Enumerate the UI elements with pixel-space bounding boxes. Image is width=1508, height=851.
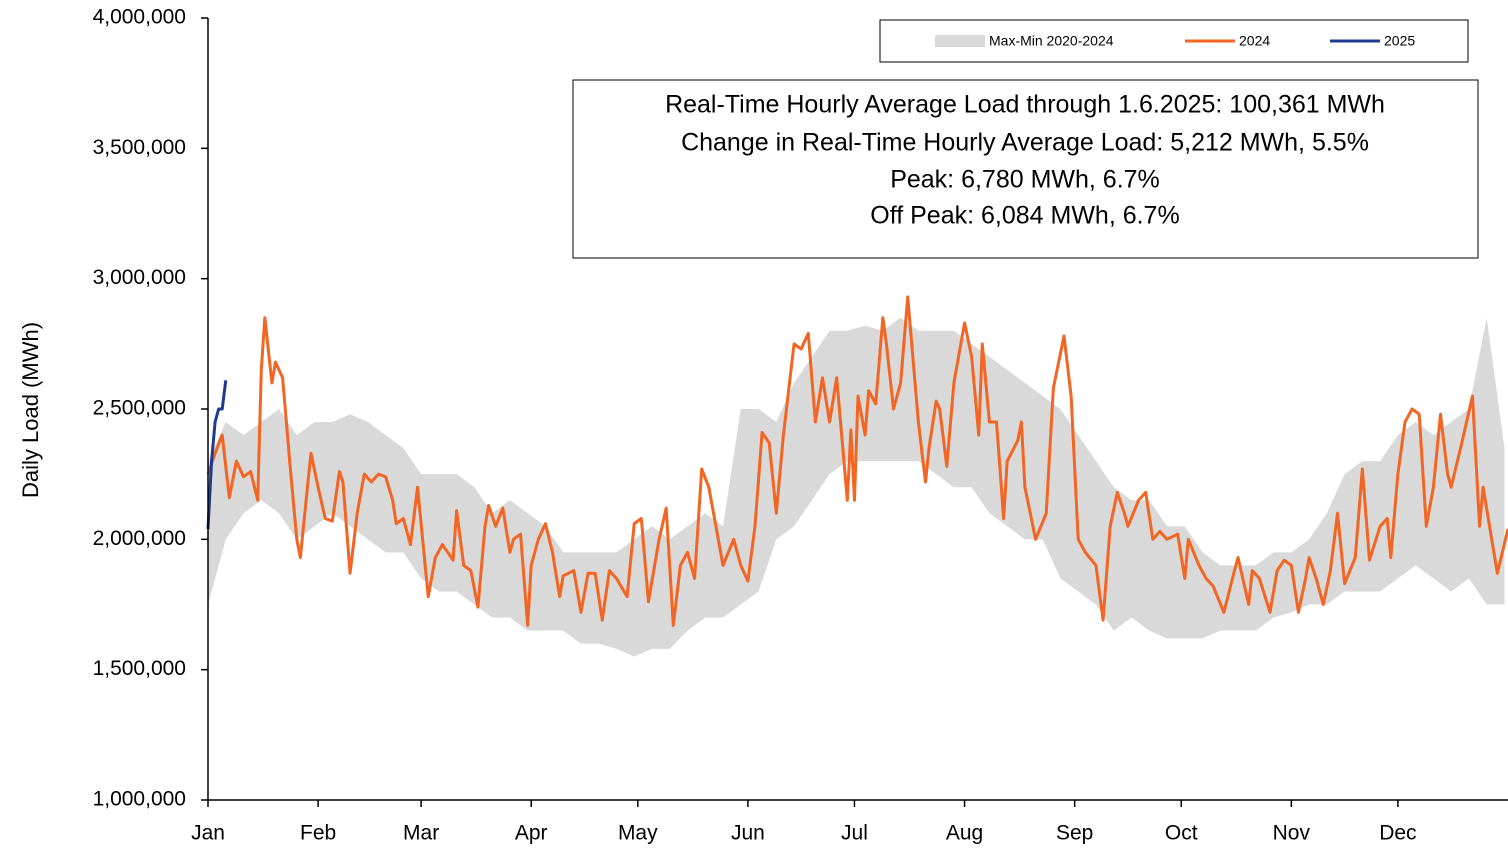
legend-label: 2024 (1239, 33, 1270, 49)
x-tick-label: Dec (1379, 822, 1416, 845)
y-axis-title: Daily Load (MWh) (18, 322, 43, 498)
x-tick-label: Jul (841, 822, 868, 845)
legend-label: Max-Min 2020-2024 (989, 33, 1114, 49)
line-layer (206, 295, 1508, 627)
legend-label: 2025 (1384, 33, 1415, 49)
x-tick-label: Nov (1273, 822, 1311, 845)
series-line (206, 380, 228, 529)
y-tick-label: 3,000,000 (93, 266, 186, 289)
annotation: Peak: 6,780 MWh, 6.7% (890, 166, 1160, 194)
x-tick-label: Jun (731, 822, 765, 845)
annotation: Off Peak: 6,084 MWh, 6.7% (870, 202, 1179, 230)
x-tick-label: May (618, 822, 658, 845)
x-tick-label: Apr (515, 822, 548, 845)
y-tick-label: 2,000,000 (93, 527, 186, 550)
x-tick-label: Aug (946, 822, 983, 845)
y-tick-label: 4,000,000 (93, 6, 186, 29)
y-tick-label: 1,500,000 (93, 657, 186, 680)
y-tick-label: 1,000,000 (93, 788, 186, 811)
y-tick-label: 2,500,000 (93, 397, 186, 420)
annotation: Real-Time Hourly Average Load through 1.… (665, 91, 1385, 119)
annotation-box (572, 79, 1479, 259)
x-tick-label: Sep (1056, 822, 1093, 845)
annotation: Change in Real-Time Hourly Average Load:… (681, 129, 1369, 157)
x-tick-label: Feb (300, 822, 336, 845)
legend-swatch (935, 35, 985, 47)
x-tick-label: Oct (1165, 822, 1198, 845)
x-tick-label: Jan (191, 822, 225, 845)
series-line (206, 295, 1508, 627)
y-tick-label: 3,500,000 (93, 136, 186, 159)
x-tick-label: Mar (403, 822, 439, 845)
